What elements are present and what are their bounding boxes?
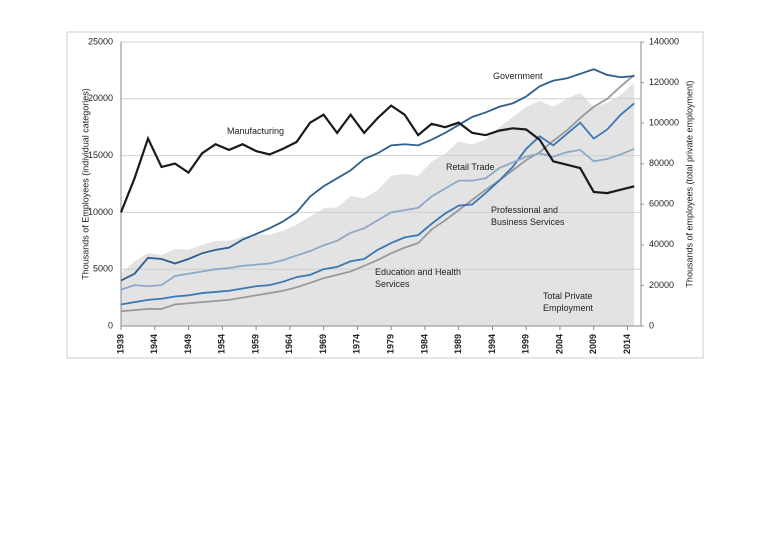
x-tick-label: 1989 [453,334,463,354]
y2-tick-label: 100000 [649,118,679,128]
y-tick-label: 15000 [88,150,113,160]
y-tick-label: 25000 [88,36,113,46]
y2-tick-label: 20000 [649,280,674,290]
line [120,68,635,282]
line [120,102,635,306]
y2-tick-label: 80000 [649,158,674,168]
y2-tick-label: 120000 [649,77,679,87]
x-tick-label: 1964 [284,334,294,354]
x-tick-label: 1949 [183,334,193,354]
x-tick-label: 2004 [554,334,564,354]
line [120,74,635,313]
series-label: Manufacturing [227,126,285,136]
y-axis-title: Thousands of Employees (individual categ… [80,88,90,280]
x-tick-label: 1944 [149,334,159,354]
y-tick-label: 20000 [88,93,113,103]
x-tick-label: 2009 [588,334,598,354]
x-tick-label: 1959 [250,334,260,354]
x-tick-label: 1984 [419,334,429,354]
x-tick-label: 1939 [115,334,125,354]
x-tick-label: 2014 [622,334,632,354]
y2-tick-label: 140000 [649,36,679,46]
x-tick-label: 1979 [386,334,396,354]
line [119,104,635,213]
series-label: Retail Trade [446,162,495,172]
series-label: Government [493,71,543,81]
x-tick-label: 1954 [217,334,227,354]
y2-tick-label: 0 [649,320,654,330]
series-label: Professional and Business Services [491,205,565,227]
y2-tick-label: 60000 [649,199,674,209]
y-tick-label: 10000 [88,207,113,217]
y-tick-label: 5000 [93,264,113,274]
series-label: Total Private Employment [543,291,594,313]
x-tick-label: 1974 [352,334,362,354]
x-tick-label: 1969 [318,334,328,354]
x-tick-label: 1999 [521,334,531,354]
y2-axis-title: Thousands of employees (total private em… [684,80,694,287]
series-label: Education and Health Services [375,267,462,289]
y-tick-label: 0 [108,320,113,330]
y2-tick-label: 40000 [649,239,674,249]
x-tick-label: 1994 [487,334,497,354]
